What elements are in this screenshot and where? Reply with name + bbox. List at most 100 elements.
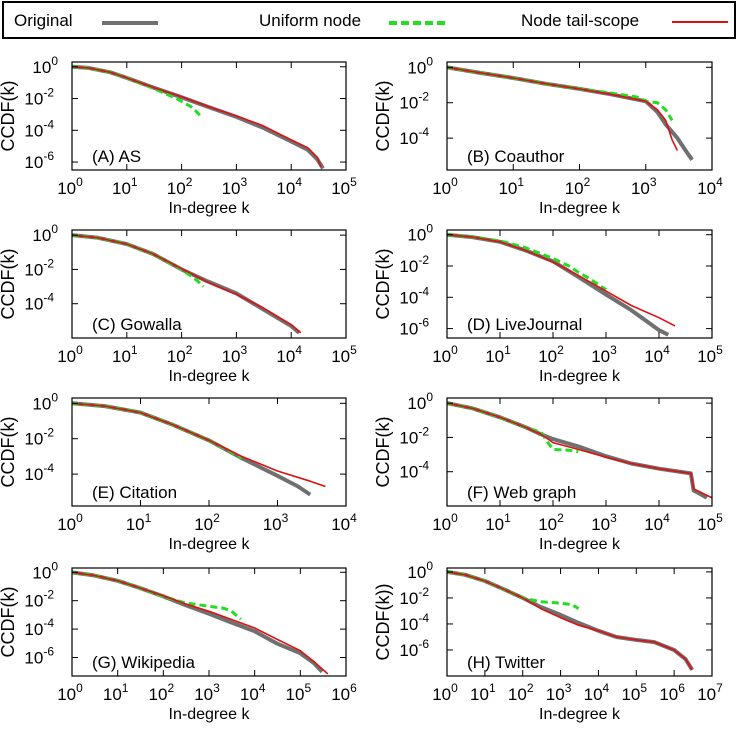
y-tick-label: 100	[32, 390, 58, 413]
x-axis-label: In-degree k	[169, 536, 251, 553]
y-tick-label: 10-4	[24, 616, 54, 639]
y-axis-label: CCDF(k)	[373, 81, 393, 152]
x-tick-label: 104	[697, 175, 723, 198]
x-tick-label: 104	[644, 343, 670, 366]
y-tick-label: 100	[32, 54, 58, 77]
y-tick-label: 100	[407, 54, 433, 77]
legend-swatch-uniform	[389, 21, 445, 25]
y-tick-label: 100	[407, 559, 433, 582]
x-tick-label: 103	[263, 511, 289, 534]
x-tick-label: 103	[631, 175, 657, 198]
x-tick-label: 104	[240, 681, 266, 704]
y-axis-label: CCDF(k)	[0, 417, 18, 488]
panel-3: 100 101 102 103 104 105 100 10-2 10-4 In-degree k…	[0, 222, 357, 385]
legend: Original Uniform node Node tail-scope	[2, 1, 736, 39]
x-tick-label: 100	[432, 175, 458, 198]
y-tick-label: 10-6	[399, 637, 429, 660]
axes-frame	[446, 229, 713, 339]
x-tick-label: 101	[112, 343, 138, 366]
x-tick-label: 100	[57, 175, 83, 198]
panel-title: (F) Web graph	[467, 483, 576, 502]
y-axis-label: CCDF(k)	[373, 249, 393, 320]
x-axis-label: In-degree k	[169, 706, 251, 723]
series-line-uniform-node	[72, 65, 203, 119]
x-tick-label: 102	[508, 681, 534, 704]
axes-frame	[446, 397, 713, 507]
x-axis-label: In-degree k	[169, 200, 251, 217]
panel-6: 100 101 102 103 104 105 100 10-2 10-4 In-degree k…	[373, 390, 723, 553]
y-tick-label: 10-2	[24, 256, 54, 279]
panel-4: 100 101 102 103 104 105 100 10-2 10-4 10-6 In-degr…	[373, 222, 723, 385]
x-tick-label: 103	[194, 681, 220, 704]
series-line-original	[447, 65, 694, 161]
panel-8: 100 101 102 103 104 105 106 107 100 10-2 10-4 10-6 I…	[373, 559, 723, 723]
x-tick-label: 105	[697, 343, 723, 366]
series-line-uniform-node	[72, 401, 243, 460]
y-tick-label: 10-6	[24, 645, 54, 668]
legend-swatch-tailscope	[672, 21, 728, 23]
y-tick-label: 10-4	[24, 461, 54, 484]
series-line-node-tail-scope	[72, 66, 322, 168]
x-tick-label: 102	[194, 511, 220, 534]
panel-2: 100 101 102 103 104 100 10-2 10-4 In-degree k CCD…	[373, 54, 723, 217]
x-tick-label: 106	[659, 681, 685, 704]
x-tick-label: 100	[432, 681, 458, 704]
y-tick-label: 10-6	[24, 149, 54, 172]
x-tick-label: 103	[222, 175, 248, 198]
y-tick-label: 10-2	[399, 90, 429, 113]
x-tick-label: 105	[697, 511, 723, 534]
y-tick-label: 10-4	[24, 291, 54, 314]
panel-title: (D) LiveJournal	[467, 315, 582, 334]
axes-frame	[71, 229, 347, 339]
legend-swatch-original	[102, 21, 158, 25]
y-axis-label: CCDF(k)	[373, 417, 393, 488]
x-tick-label: 102	[565, 175, 591, 198]
y-tick-label: 10-4	[24, 117, 54, 140]
series-line-uniform-node	[447, 65, 674, 122]
y-tick-label: 10-2	[24, 86, 54, 109]
series-line-node-tail-scope	[447, 571, 693, 671]
x-tick-label: 102	[167, 343, 193, 366]
x-tick-label: 104	[276, 343, 302, 366]
y-tick-label: 10-6	[399, 316, 429, 339]
series-line-node-tail-scope	[447, 402, 712, 499]
series-line-node-tail-scope	[447, 233, 676, 327]
y-tick-label: 100	[407, 222, 433, 245]
x-tick-label: 104	[276, 175, 302, 198]
x-axis-label: In-degree k	[539, 706, 621, 723]
x-tick-label: 105	[331, 175, 357, 198]
y-tick-label: 10-2	[399, 585, 429, 608]
x-tick-label: 101	[103, 681, 129, 704]
x-tick-label: 103	[591, 343, 617, 366]
x-tick-label: 104	[584, 681, 610, 704]
panel-5: 100 101 102 103 104 100 10-2 10-4 In-degree k CCD…	[0, 390, 357, 553]
y-tick-label: 10-2	[399, 424, 429, 447]
x-tick-label: 104	[644, 511, 670, 534]
panel-1: 100 101 102 103 104 105 100 10-2 10-4 10-6 In-degr…	[0, 54, 357, 217]
x-tick-label: 102	[167, 175, 193, 198]
series-line-node-tail-scope	[72, 234, 302, 334]
panel-title: (C) Gowalla	[92, 315, 182, 334]
y-axis-label: CCDF(k)	[0, 249, 18, 320]
x-tick-label: 107	[697, 681, 723, 704]
axes-frame	[71, 61, 347, 171]
x-tick-label: 103	[546, 681, 572, 704]
series-line-node-tail-scope	[447, 66, 679, 151]
y-tick-label: 10-2	[399, 253, 429, 276]
legend-label-tailscope: Node tail-scope	[521, 11, 640, 30]
x-tick-label: 101	[485, 343, 511, 366]
x-axis-label: In-degree k	[539, 536, 621, 553]
x-axis-label: In-degree k	[169, 368, 251, 385]
x-tick-label: 103	[591, 511, 617, 534]
legend-label-original: Original	[14, 11, 73, 30]
panel-title: (G) Wikipedia	[92, 653, 196, 672]
y-tick-label: 10-4	[399, 284, 429, 307]
panel-title: (B) Coauthor	[467, 147, 565, 166]
x-axis-label: In-degree k	[539, 368, 621, 385]
y-tick-label: 10-4	[399, 611, 429, 634]
y-tick-label: 100	[32, 559, 58, 582]
x-tick-label: 102	[538, 511, 564, 534]
x-tick-label: 100	[432, 343, 458, 366]
x-tick-label: 102	[538, 343, 564, 366]
